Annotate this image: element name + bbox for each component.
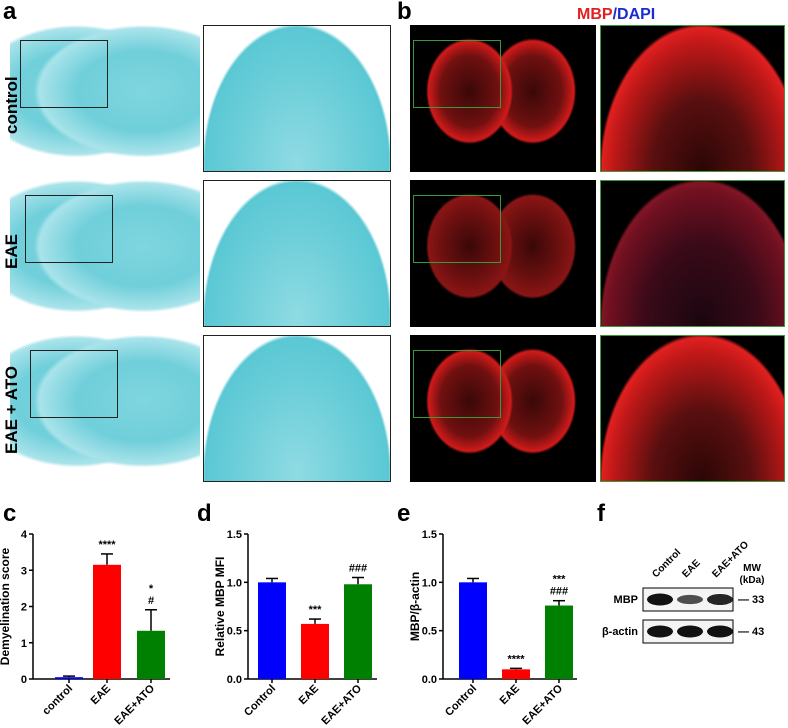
blot-band (647, 593, 673, 606)
lane-label: Control (650, 547, 683, 580)
y-tick-label: 0 (21, 674, 27, 686)
blot-band (677, 594, 703, 605)
mbp-dapi-zoom-image (600, 180, 785, 327)
luxol-zoom-image (203, 25, 391, 172)
dapi-label: DAPI (617, 6, 656, 23)
blot-band (647, 625, 673, 638)
blot-band (677, 625, 703, 638)
y-tick-label: 4 (21, 529, 28, 541)
y-tick-label: 3 (21, 565, 27, 577)
panel-a-label: a (3, 0, 17, 25)
panel-c-label: c (3, 500, 17, 527)
y-tick-label: 1 (21, 638, 27, 650)
x-tick-label: EAE+ATO (520, 682, 565, 727)
inset-box (25, 195, 113, 263)
mw-title: MW (743, 563, 761, 574)
band-label: β-actin (602, 626, 638, 638)
x-tick-label: EAE+ATO (112, 682, 157, 727)
significance-label: # (148, 595, 154, 607)
bar-EAE+ATO (545, 605, 573, 679)
y-tick-label: 1.0 (422, 577, 437, 589)
x-tick-label: Control (443, 683, 479, 719)
x-tick-label: Control (242, 683, 278, 719)
mbp-label: MBP (577, 6, 613, 23)
bar-EAE (301, 623, 329, 679)
y-tick-label: 1.0 (227, 577, 242, 589)
y-tick-label: 1.5 (422, 529, 437, 541)
row-label: EAE + ATO (2, 365, 21, 454)
lane-label: EAE (680, 558, 703, 581)
y-tick-label: 0.0 (422, 674, 437, 686)
inset-box (413, 350, 501, 418)
significance-label: *** (553, 574, 567, 586)
y-tick-label: 1.5 (227, 529, 242, 541)
significance-label: ### (550, 586, 568, 598)
bar-EAE+ATO (344, 584, 372, 679)
y-axis-label: Demyelination score (0, 547, 12, 665)
blot-band (707, 625, 733, 638)
y-axis-label: MBP/β-actin (408, 572, 422, 641)
y-tick-label: 0.5 (422, 626, 437, 638)
significance-label: *** (309, 604, 323, 616)
x-tick-label: EAE (89, 683, 113, 707)
bar-EAE (93, 564, 121, 679)
y-axis-label: Relative MBP MFI (213, 557, 227, 657)
panel-e-label: e (397, 500, 411, 527)
mbp-dapi-section-image (410, 180, 596, 327)
panel-d-label: d (197, 500, 212, 527)
title-separator: / (612, 6, 618, 23)
luxol-zoom-image (203, 180, 391, 327)
inset-box (30, 350, 118, 418)
y-tick-label: 0.0 (227, 674, 242, 686)
significance-label: **** (507, 653, 525, 665)
significance-label: **** (98, 539, 116, 551)
bar-Control (459, 582, 487, 679)
bar-control (55, 677, 83, 679)
luxol-section-image-right (10, 25, 200, 172)
luxol-section-image-right (10, 335, 200, 482)
x-tick-label: control (40, 683, 75, 718)
mbp-dapi-zoom-image (600, 335, 785, 482)
row-label: control (2, 75, 21, 134)
mbp-dapi-section-image (410, 335, 596, 482)
inset-box (413, 40, 501, 108)
bar-EAE (502, 669, 530, 679)
x-tick-label: EAE (498, 683, 522, 707)
mw-unit: (kDa) (739, 575, 764, 586)
inset-box (20, 40, 108, 108)
bar-Control (258, 582, 286, 679)
blot-band (707, 593, 733, 606)
panel-b-title: MBP/DAPI (577, 6, 655, 24)
row-label: EAE (2, 233, 21, 269)
panel-b-label: b (397, 0, 412, 25)
bar-EAE+ATO (137, 630, 165, 679)
mw-marker: — 43 (738, 626, 764, 638)
y-tick-label: 2 (21, 602, 27, 614)
luxol-zoom-image (203, 335, 391, 482)
panel-f-label: f (597, 500, 605, 527)
inset-box (413, 195, 501, 263)
y-tick-label: 0.5 (227, 626, 242, 638)
luxol-section-image-right (10, 180, 200, 327)
significance-label: * (149, 583, 154, 595)
mw-marker: — 33 (738, 594, 764, 606)
mbp-dapi-zoom-image (600, 25, 785, 172)
x-tick-label: EAE (297, 683, 321, 707)
mbp-dapi-section-image (410, 25, 596, 172)
significance-label: ### (349, 563, 367, 575)
x-tick-label: EAE+ATO (319, 682, 364, 727)
band-label: MBP (614, 594, 638, 606)
